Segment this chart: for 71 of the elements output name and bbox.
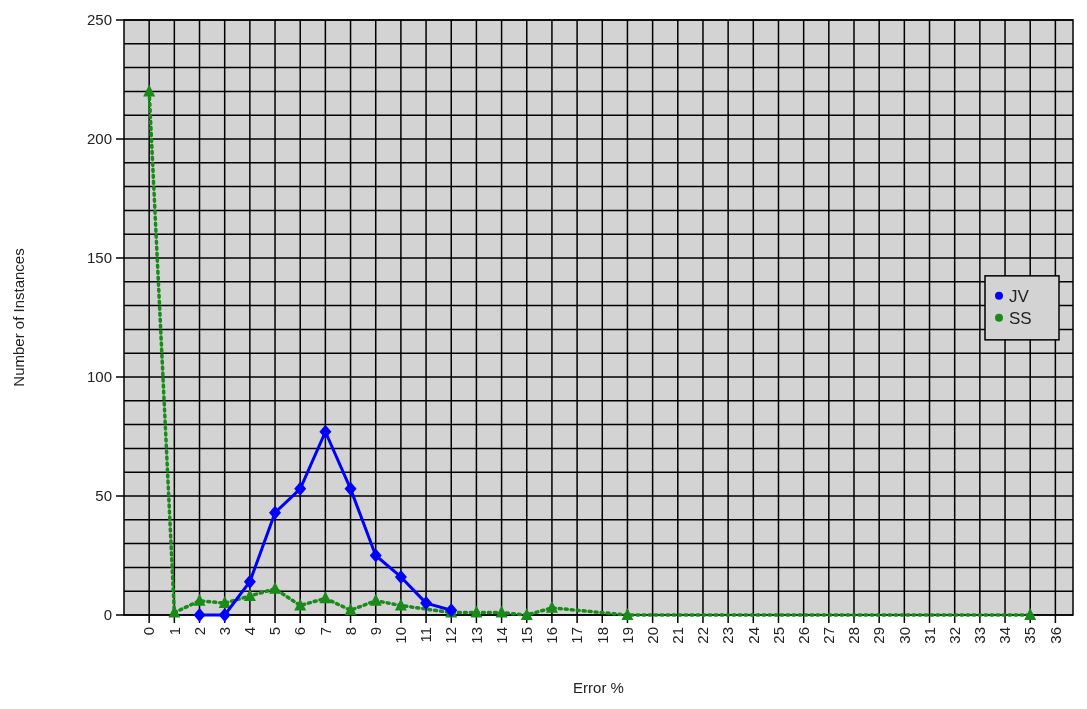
y-tick-label: 0 xyxy=(103,606,112,624)
x-tick-label: 17 xyxy=(568,627,586,644)
x-tick-label: 33 xyxy=(971,627,989,644)
point xyxy=(420,596,433,611)
x-tick-label: 35 xyxy=(1021,627,1039,644)
x-axis-title: Error % xyxy=(573,679,624,696)
point xyxy=(520,608,533,620)
point xyxy=(243,588,256,601)
point xyxy=(470,605,483,618)
point xyxy=(394,569,407,584)
point xyxy=(621,608,634,620)
x-tick-label: 5 xyxy=(266,627,284,636)
point xyxy=(294,598,307,611)
point xyxy=(243,574,256,589)
x-tick-label: 19 xyxy=(618,627,636,644)
y-tick-label: 100 xyxy=(86,368,112,386)
x-tick-label: 7 xyxy=(316,627,334,636)
point xyxy=(369,548,382,563)
point xyxy=(143,84,156,97)
x-tick-label: 20 xyxy=(643,627,661,644)
x-tick-label: 31 xyxy=(920,627,938,644)
x-tick-label: 13 xyxy=(467,627,485,644)
x-tick-label: 22 xyxy=(694,627,712,644)
x-tick-label: 30 xyxy=(895,627,913,644)
x-tick-label: 0 xyxy=(140,627,158,636)
x-tick-label: 16 xyxy=(543,627,561,644)
x-tick-label: 11 xyxy=(417,627,435,643)
point xyxy=(269,505,282,520)
x-tick-label: 27 xyxy=(820,627,838,644)
x-tick-label: 4 xyxy=(241,627,259,636)
x-tick-label: 36 xyxy=(1046,627,1064,644)
x-tick-label: 32 xyxy=(945,627,963,644)
point xyxy=(269,581,282,594)
y-axis-title: Number of Instances xyxy=(10,248,27,387)
point xyxy=(394,598,407,611)
point xyxy=(369,593,382,606)
x-tick-label: 8 xyxy=(341,627,359,636)
point xyxy=(545,600,558,613)
x-tick-label: 3 xyxy=(215,627,233,636)
point xyxy=(193,593,206,606)
point xyxy=(344,481,357,496)
x-tick-label: 24 xyxy=(744,627,762,644)
x-tick-label: 10 xyxy=(392,627,410,644)
point xyxy=(1024,608,1037,620)
x-tick-label: 23 xyxy=(719,627,737,644)
point xyxy=(294,481,307,496)
point xyxy=(495,605,508,618)
x-tick-label: 28 xyxy=(845,627,863,644)
point xyxy=(319,591,332,604)
x-tick-label: 12 xyxy=(442,627,460,644)
x-tick-label: 14 xyxy=(492,627,510,644)
x-tick-label: 21 xyxy=(669,627,687,644)
point xyxy=(319,424,332,439)
x-tick-label: 2 xyxy=(190,627,208,636)
x-tick-label: 6 xyxy=(291,627,309,636)
y-tick-label: 150 xyxy=(86,249,112,267)
y-tick-label: 250 xyxy=(86,11,112,29)
point xyxy=(344,603,357,616)
legend-label: JV xyxy=(1009,286,1030,306)
point xyxy=(218,596,231,609)
legend-label: SS xyxy=(1009,308,1032,328)
x-tick-label: 15 xyxy=(518,627,536,644)
x-tick-label: 29 xyxy=(870,627,888,644)
x-tick-label: 34 xyxy=(996,627,1014,644)
x-tick-label: 26 xyxy=(794,627,812,644)
x-tick-label: 9 xyxy=(366,627,384,636)
x-tick-label: 18 xyxy=(593,627,611,644)
y-tick-label: 50 xyxy=(95,487,112,505)
x-tick-label: 1 xyxy=(165,627,183,636)
y-tick-label: 200 xyxy=(86,130,112,148)
x-tick-label: 25 xyxy=(769,627,787,644)
